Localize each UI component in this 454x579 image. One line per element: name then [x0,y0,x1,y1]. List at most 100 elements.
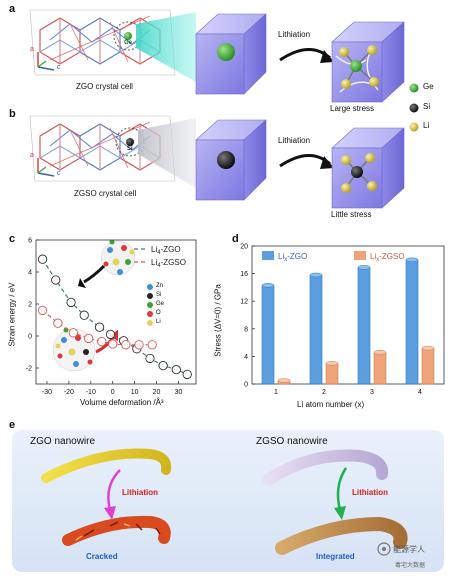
panel-a-crystal-lattice [29,9,176,76]
panel-a-ge-tag: Ge [124,40,133,46]
panel-a-axes [37,52,55,71]
panel-b-axis-c: c [57,170,61,177]
panel-d-bar-cap-s1 [277,378,291,383]
panel-c-data-point [182,369,192,380]
panel-c-pointer-arrow-top [83,264,106,284]
panel-d-bar-cap-s0 [405,257,419,263]
panel-a-zoom-beam [136,12,196,82]
panel-c-data-point [108,339,118,349]
panel-d-bar-s1 [373,351,387,385]
panel-d-ytick-label: 20 [240,244,248,251]
panel-d-ytick-label: 0 [244,382,248,389]
panel-c-xtick-label: 30 [175,389,183,396]
panel-b-result-label: Little stress [331,210,372,219]
atom-legend-ge: Ge [156,301,165,307]
zgo-nanowire-title: ZGO nanowire [30,436,96,447]
panel-d-xtick-label: 2 [322,389,326,396]
panel-d-bar-s1 [421,347,435,385]
panel-d-bar-s0 [261,285,275,385]
atom-legend-li: Li [156,319,161,325]
panel-d-bar-cap-s0 [261,283,275,288]
panel-c-data-point [51,275,61,285]
panel-a-axis-c: c [57,64,61,71]
panel-c-data-point [66,297,76,308]
panel-d-bar-s0 [405,259,419,385]
zgso-nanowire-title: ZGSO nanowire [256,436,328,447]
zgo-nanowire-cracked [62,515,171,546]
panel-d-ytick-label: 8 [244,326,248,333]
panel-c-data-point [171,364,181,375]
panel-d-label: d [232,233,239,245]
panel-c-data-point [147,340,157,350]
zgso-integrated-label: Integrated [316,552,355,561]
panel-c-data-point [53,318,63,328]
panel-c-ytick-label: 6 [28,238,32,245]
panel-c-label: c [9,233,16,245]
panel-c-data-point [134,340,144,350]
panel-c-plot-frame [35,239,197,385]
panel-c-data-point [68,328,78,338]
panel-a-crystal-caption: ZGO crystal cell [76,82,133,91]
panel-d-legend-swatch-0 [262,251,274,260]
panel-c-data-point [83,333,94,344]
panel-c-xlabel: Volume deformation /Å³ [80,398,164,407]
panel-c-data-point [145,353,155,364]
panel-c-ytick-label: -2 [26,366,32,373]
panel-c-data-point [105,329,116,340]
panel-d-xtick-label: 1 [274,389,278,396]
panel-d-legend-swatch-1 [354,251,366,260]
atom-legend-o: O [156,310,161,316]
panel-c-ytick-label: 0 [28,334,32,341]
panel-c-data-point [37,305,48,316]
zgso-lithiation-arrow [336,467,348,511]
panel-b-label: b [9,108,16,120]
panel-d-xtick-label: 3 [370,389,374,396]
panel-c-atom-legend-balls [147,284,153,326]
panel-d-bar-cap-s0 [357,265,371,270]
watermark-text: 能源学人 [393,545,425,554]
panel-a-result-label: Large stress [330,104,375,113]
panel-e-label: e [9,419,16,431]
panel-d-bar-cap-s1 [325,361,339,366]
atom-legend-si: Si [156,292,162,298]
panel-c-xtick-label: 10 [131,389,139,396]
panel-c-data-point [94,322,105,332]
zgso-lithiation-label: Lithiation [352,488,388,497]
zgo-lithiation-label: Lithiation [122,488,158,497]
panel-c-data-point [158,360,168,371]
panel-d-bar-cap-s1 [373,350,387,355]
panel-b-axis-a: a [30,152,34,159]
panel-a-label: a [9,3,16,15]
zgo-nanowire-pristine [41,448,172,483]
panel-e-background [12,430,444,572]
panel-d-xlabel: Li atom number (x) [297,400,365,409]
panel-d-ytick-label: 4 [244,354,248,361]
panel-c-xtick-label: -10 [86,389,96,396]
panel-b-zoom-beam [138,118,196,188]
panel-a-ge-atom-small [124,32,132,40]
legend-ab-balls [409,83,419,132]
panel-d-bar-s0 [357,267,371,385]
panel-c-legend-label-0: Li4-ZGO [151,245,181,256]
panel-d-legend-label-0: Lix-ZGO [278,252,307,263]
zgo-cracked-label: Cracked [86,552,118,561]
panel-c-ytick-label: 2 [28,302,32,309]
panel-c-data-point [121,340,131,350]
panel-d-xtick-label: 4 [418,389,422,396]
panel-c-xtick-label: -30 [42,389,52,396]
panel-a-cube [195,13,267,95]
panel-b-cube [195,119,267,201]
panel-b-lithiated-cube [331,127,405,209]
panel-c-data-point [79,310,89,320]
panel-a-axis-a: a [30,46,34,53]
panel-a-arrow-label: Lithiation [278,30,311,39]
panel-b-si-tag: Si [127,146,133,152]
panel-b-axes [37,158,55,177]
panel-b-si-atom-small [126,138,134,146]
panel-c-xtick-label: 20 [153,389,161,396]
atom-legend-zn: Zn [156,283,164,289]
panel-a-lithiated-cube [331,21,405,103]
zgso-nanowire-integrated [275,516,408,555]
